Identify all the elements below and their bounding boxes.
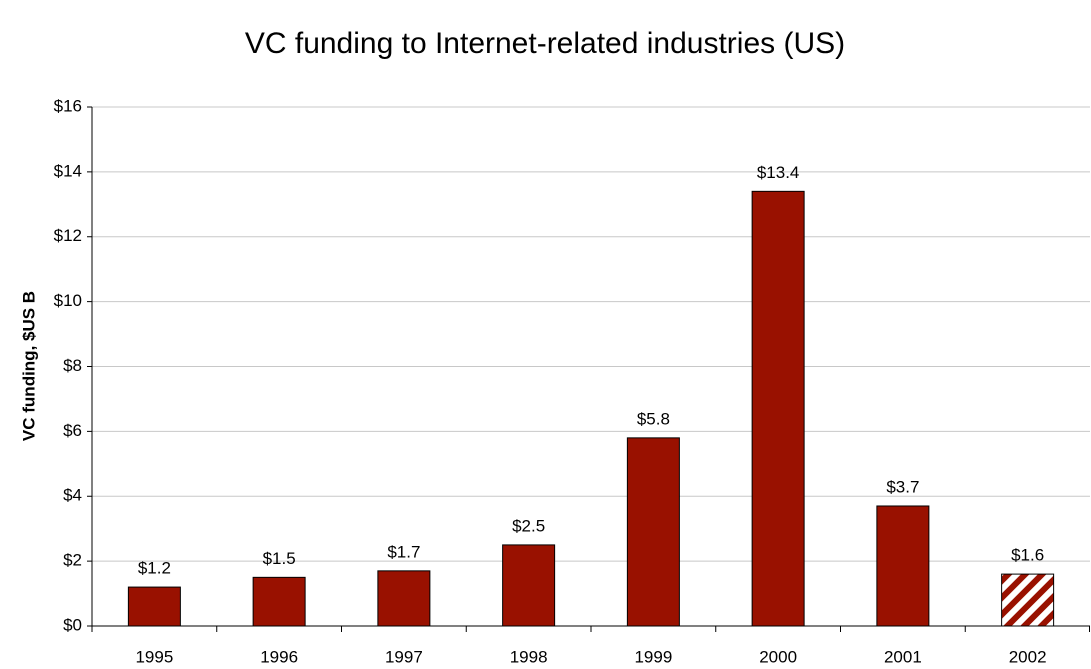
y-axis-label: VC funding, $US B — [19, 291, 38, 441]
bar — [502, 544, 556, 627]
data-label: $1.2 — [138, 559, 171, 578]
y-tick-label: $2 — [63, 551, 82, 570]
y-tick-label: $16 — [54, 96, 82, 115]
x-tick-label: 1997 — [385, 647, 423, 666]
bar — [876, 505, 930, 627]
bar — [252, 576, 306, 627]
chart-title: VC funding to Internet-related industrie… — [245, 27, 845, 60]
bar — [377, 570, 431, 627]
x-tick-label: 1999 — [634, 647, 672, 666]
data-label: $1.6 — [1011, 546, 1044, 565]
x-tick-label: 2001 — [884, 647, 922, 666]
y-tick-label: $8 — [63, 356, 82, 375]
data-label: $2.5 — [512, 516, 545, 535]
data-label: $13.4 — [757, 163, 800, 182]
data-label: $1.5 — [263, 549, 296, 568]
x-tick-label: 1996 — [260, 647, 298, 666]
x-tick-label: 1998 — [510, 647, 548, 666]
y-tick-label: $4 — [63, 486, 82, 505]
y-tick-label: $14 — [54, 161, 82, 180]
y-tick-label: $6 — [63, 421, 82, 440]
bar — [626, 437, 680, 627]
data-label: $5.8 — [637, 409, 670, 428]
y-tick-label: $10 — [54, 291, 82, 310]
bar — [127, 586, 181, 627]
data-label: $1.7 — [387, 542, 420, 561]
y-tick-label: $12 — [54, 226, 82, 245]
x-tick-label: 2000 — [759, 647, 797, 666]
bar — [751, 190, 805, 627]
y-tick-label: $0 — [63, 615, 82, 634]
data-label: $3.7 — [886, 477, 919, 496]
x-tick-label: 1995 — [135, 647, 173, 666]
bar — [1001, 573, 1055, 627]
x-tick-label: 2002 — [1009, 647, 1047, 666]
